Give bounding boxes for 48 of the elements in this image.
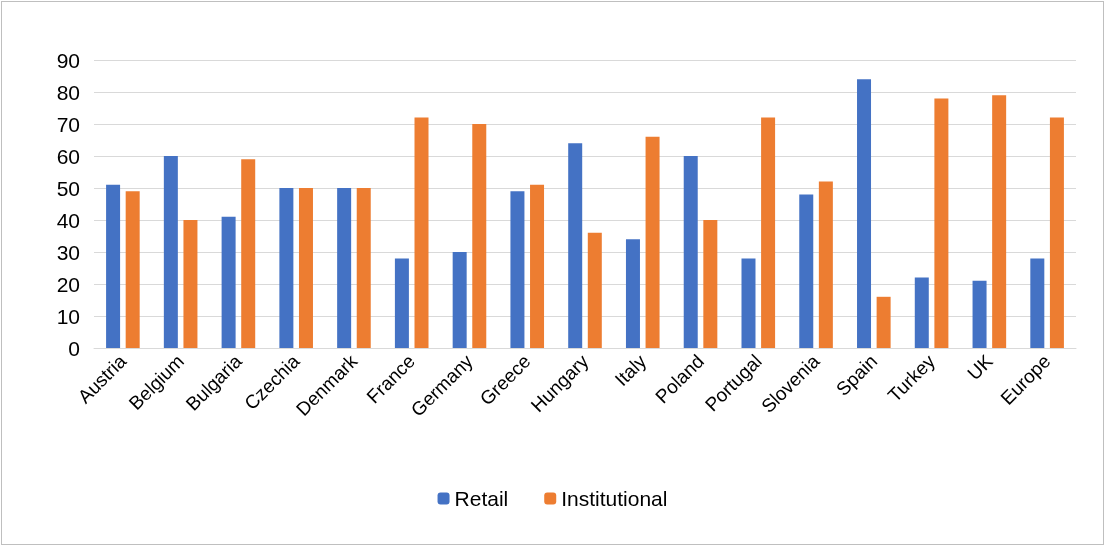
bar: [1030, 258, 1045, 348]
bar: [972, 280, 987, 348]
bar: [741, 258, 756, 348]
bar: [683, 156, 698, 348]
bar: [414, 117, 429, 348]
bar: [568, 143, 583, 348]
bar: [992, 95, 1007, 348]
bar: [1049, 117, 1064, 348]
y-tick-label: 20: [56, 272, 80, 296]
bar: [183, 220, 198, 348]
bar: [530, 184, 545, 348]
bar: [645, 136, 660, 348]
bar: [106, 184, 121, 348]
bar: [934, 98, 949, 348]
bar: [298, 188, 313, 348]
bar: [221, 216, 236, 348]
legend-label: Retail: [454, 487, 509, 510]
bar: [857, 79, 872, 348]
bar: [472, 124, 487, 348]
bar: [125, 191, 140, 348]
y-tick-label: 40: [56, 208, 80, 232]
y-tick-label: 70: [56, 112, 80, 136]
bar: [337, 188, 352, 348]
bar: [510, 191, 525, 348]
bar: [394, 258, 409, 348]
bar: [452, 252, 467, 348]
y-tick-label: 80: [56, 80, 80, 104]
bar: [914, 277, 929, 348]
bar: [356, 188, 371, 348]
y-tick-label: 90: [56, 48, 80, 72]
y-tick-label: 50: [56, 176, 80, 200]
y-tick-label: 10: [56, 304, 80, 328]
bar: [799, 194, 814, 348]
bar: [703, 220, 718, 348]
y-tick-label: 0: [68, 336, 80, 360]
y-tick-label: 60: [56, 144, 80, 168]
bar: [587, 232, 602, 348]
bar: [818, 181, 833, 348]
bar: [761, 117, 776, 348]
bar: [876, 296, 891, 348]
legend-label: Institutional: [561, 487, 668, 510]
bar: [163, 156, 178, 348]
y-tick-label: 30: [56, 240, 80, 264]
bar: [625, 239, 640, 348]
bar: [279, 188, 294, 348]
x-tick-label: UK: [963, 350, 998, 385]
x-tick-label: Italy: [610, 350, 651, 391]
bar: [241, 159, 256, 348]
